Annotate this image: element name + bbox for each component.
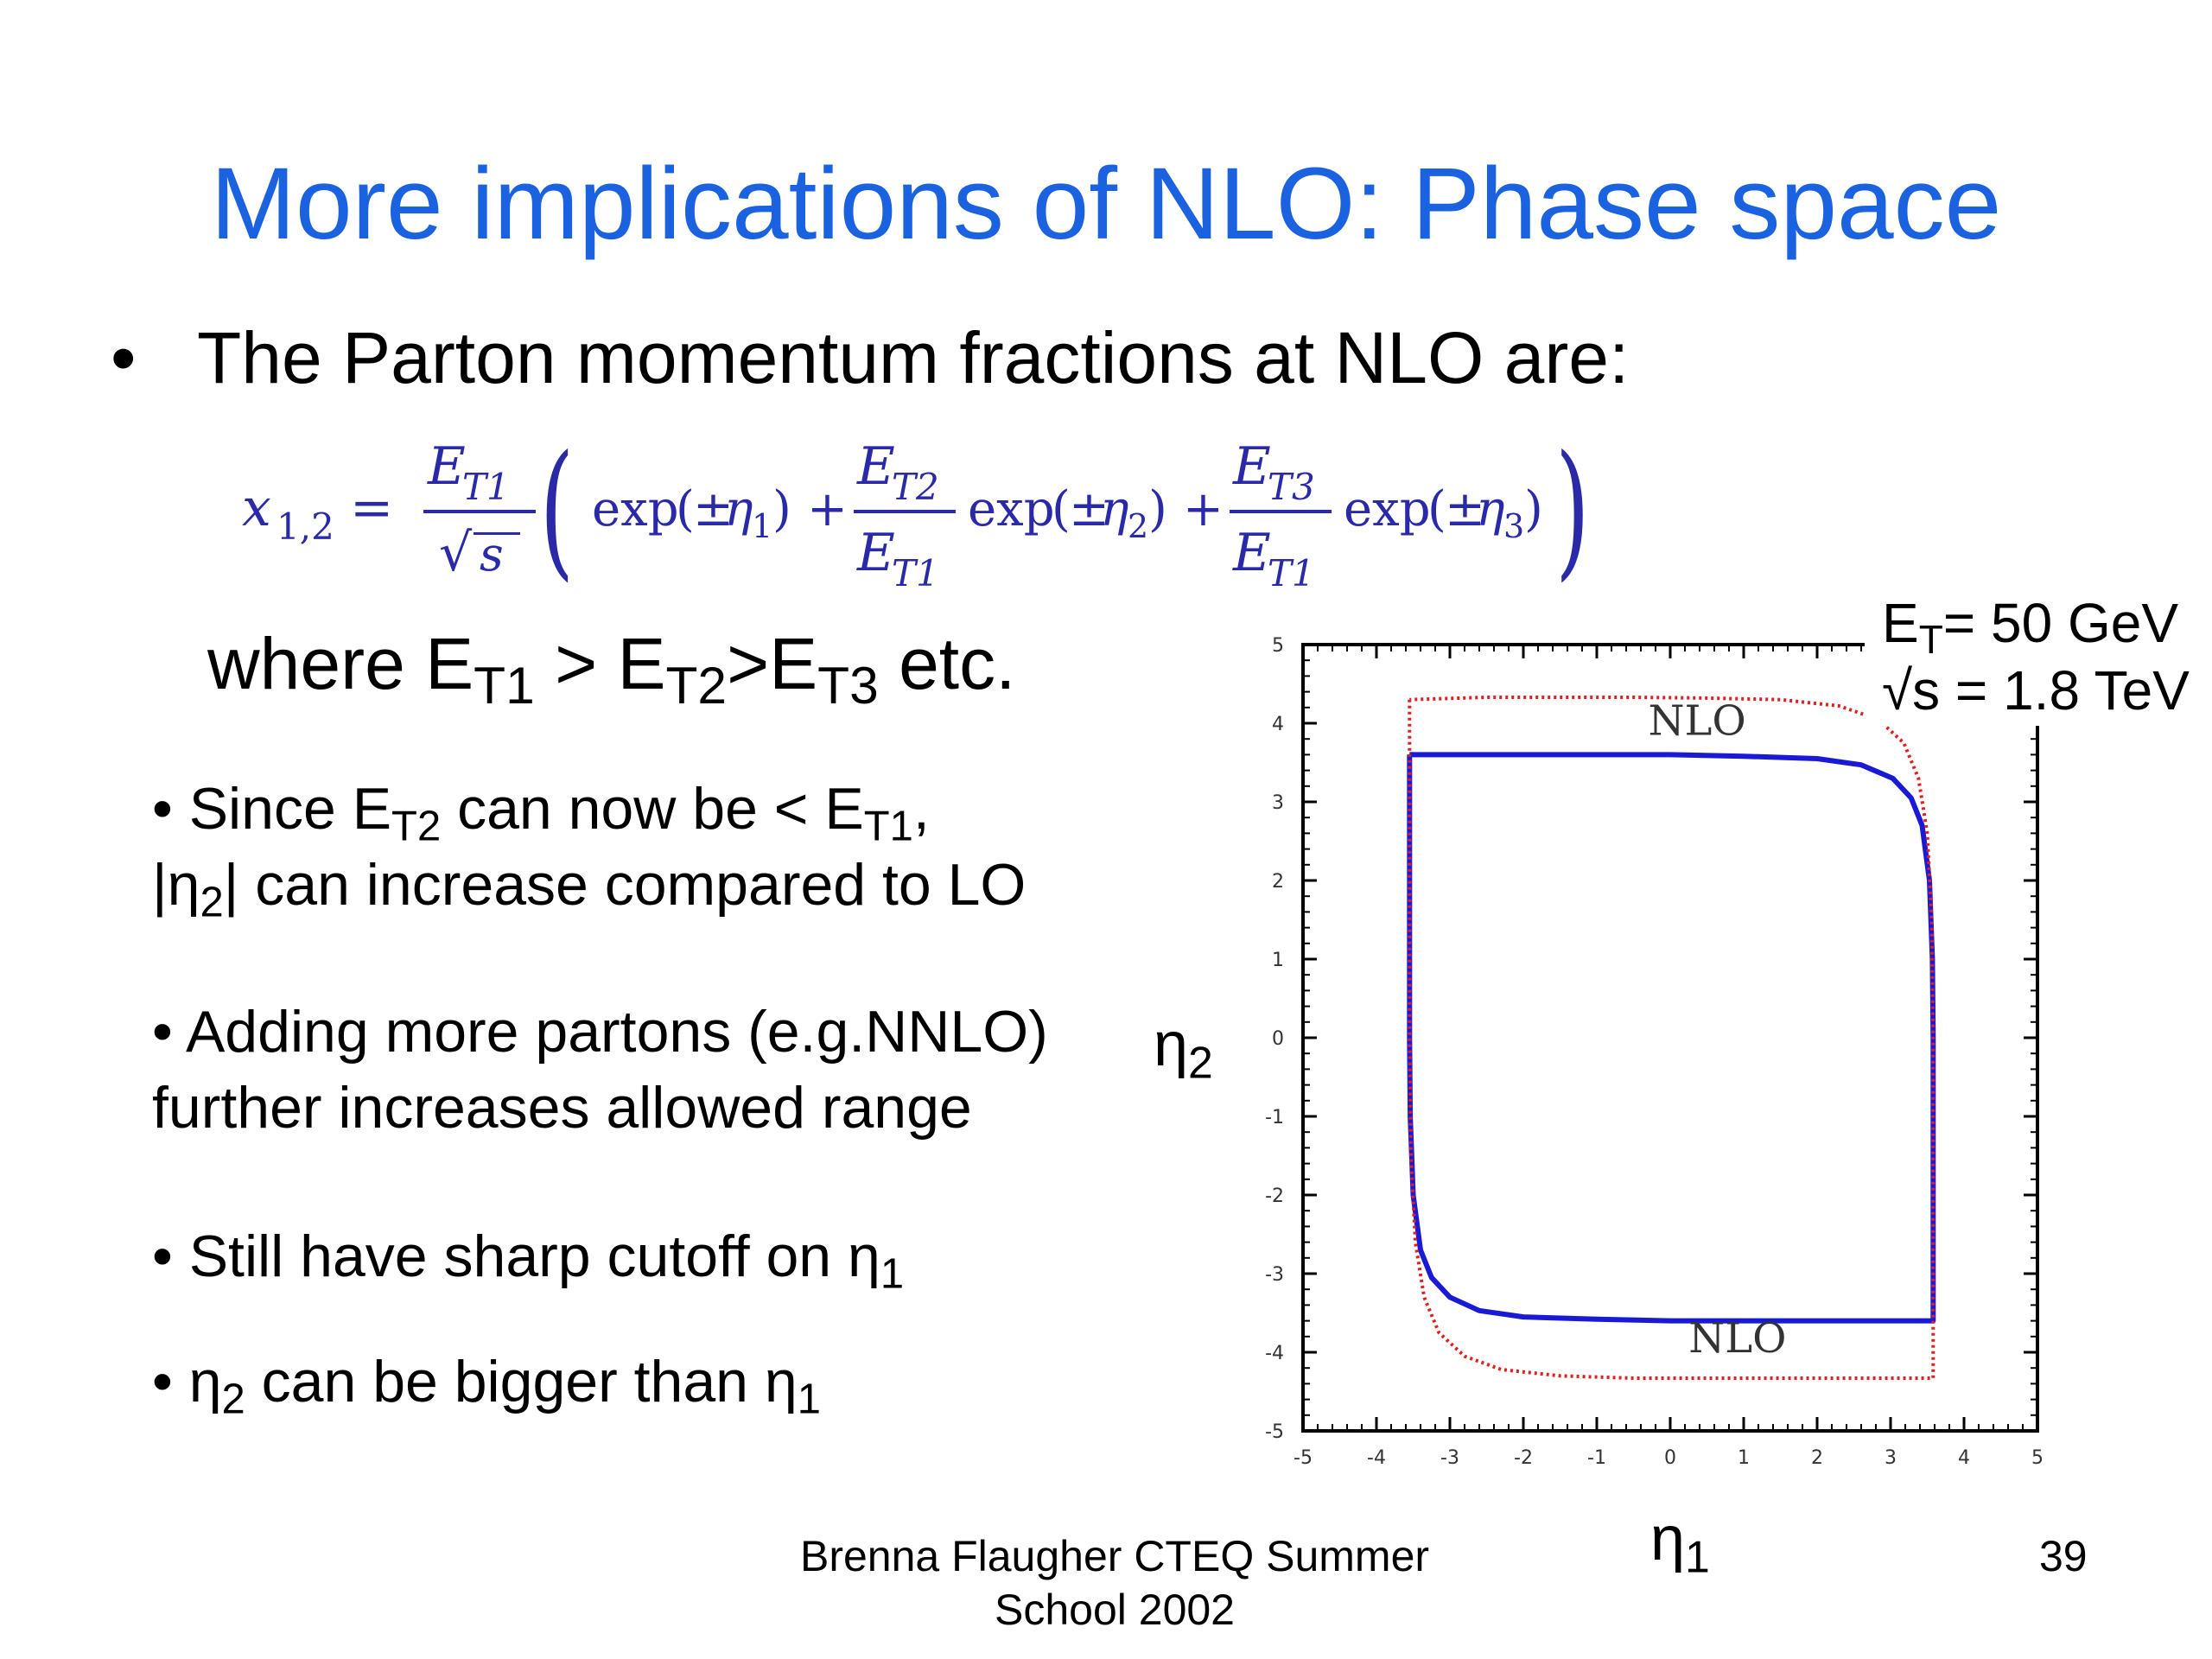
plot-frame xyxy=(1301,643,2039,1433)
x-tick-label: 4 xyxy=(1958,1447,1970,1469)
slide-title: More implications of NLO: Phase space xyxy=(210,147,2002,261)
y-tick-label: -2 xyxy=(1265,1185,1284,1207)
footer-credit: Brenna Flaugher CTEQ Summer School 2002 xyxy=(799,1532,1430,1634)
formula-sqrt-s: s xyxy=(480,527,504,582)
svg-text:exp: exp xyxy=(592,481,679,537)
where-condition: where ET1 > ET2>ET3 etc. xyxy=(207,623,1016,715)
svg-text:exp: exp xyxy=(968,481,1055,537)
y-tick-label: -5 xyxy=(1265,1421,1284,1443)
svg-text:2: 2 xyxy=(1128,507,1148,545)
bullet-adding-partons: • Adding more partons (e.g.NNLO) further… xyxy=(152,999,1048,1141)
formula-lhs-sub: 1,2 xyxy=(276,505,334,548)
svg-text:): ) xyxy=(1148,481,1167,537)
y-tick-label: 3 xyxy=(1272,792,1284,814)
bullet-eta2-bigger: • η2 can be bigger than η1 xyxy=(152,1349,821,1423)
svg-text:E: E xyxy=(856,436,895,497)
series-layer xyxy=(1407,696,1936,1380)
svg-text:): ) xyxy=(1524,481,1543,537)
bullet-sharp-cutoff: • Still have sharp cutoff on η1 xyxy=(152,1224,905,1298)
formula-et1-num: E xyxy=(427,436,466,497)
svg-text:T1: T1 xyxy=(462,466,510,508)
svg-text:3: 3 xyxy=(1503,507,1524,545)
svg-text:(: ( xyxy=(1052,481,1071,537)
x-tick-label: -4 xyxy=(1367,1447,1386,1469)
x-tick-label: -5 xyxy=(1294,1447,1313,1469)
svg-text:=: = xyxy=(350,478,393,538)
svg-text:±: ± xyxy=(693,481,734,537)
phase-space-chart: -5 -5 -4 -4 -3 -3 -2 -2 -1 -1 0 0 1 1 2 2 3 3 4 4 5 5 NLO NLO xyxy=(1265,605,2158,1469)
svg-text:(: ( xyxy=(1427,481,1446,537)
y-tick-label: -3 xyxy=(1265,1264,1284,1286)
energy-annotation: ET= 50 GeV √s = 1.8 TeV xyxy=(1882,592,2190,721)
y-tick-label: 2 xyxy=(1272,871,1284,893)
y-tick-label: 1 xyxy=(1272,950,1284,971)
nlo-label-bottom: NLO xyxy=(1688,1314,1786,1363)
x-tick-label: 5 xyxy=(2031,1447,2044,1469)
svg-text:1: 1 xyxy=(752,507,772,545)
svg-text:E: E xyxy=(1232,523,1271,583)
x-tick-label: 1 xyxy=(1738,1447,1750,1469)
svg-text:η: η xyxy=(1476,481,1505,537)
svg-text:(: ( xyxy=(540,425,575,596)
lo-boundary-blue-solid xyxy=(1407,752,1936,1324)
bullet-since-et2: • Since ET2 can now be < ET1, |η2| can i… xyxy=(152,776,1027,926)
svg-text:√: √ xyxy=(439,523,473,583)
momentum-fraction-formula: x 1,2 = E T1 √ s ( exp ( ± η 1 ) + E T2 … xyxy=(242,425,1590,596)
formula-lhs: x xyxy=(242,478,271,538)
y-tick-label: 4 xyxy=(1272,714,1284,735)
nlo-boundary-red-dotted xyxy=(1408,696,1936,1380)
svg-text:T2: T2 xyxy=(892,466,939,508)
svg-text:±: ± xyxy=(1445,481,1485,537)
svg-text:+: + xyxy=(1183,481,1224,537)
page-number: 39 xyxy=(2039,1532,2088,1580)
y-tick-label: 0 xyxy=(1272,1028,1284,1050)
tick-layer: -5 -5 -4 -4 -3 -3 -2 -2 -1 -1 0 0 1 1 2 2 3 3 4 4 5 5 xyxy=(1265,635,2044,1469)
x-tick-label: -1 xyxy=(1587,1447,1606,1469)
svg-text:E: E xyxy=(856,523,895,583)
x-tick-label: 0 xyxy=(1664,1447,1676,1469)
svg-text:T1: T1 xyxy=(892,552,939,594)
y-tick-label: -4 xyxy=(1265,1343,1284,1364)
x-axis-label: η1 xyxy=(1650,1504,1710,1582)
x-tick-label: 3 xyxy=(1885,1447,1897,1469)
x-tick-label: -3 xyxy=(1440,1447,1459,1469)
bullet-marker: • xyxy=(111,317,137,398)
svg-text:exp: exp xyxy=(1344,481,1431,537)
x-tick-label: -2 xyxy=(1514,1447,1533,1469)
svg-text:T3: T3 xyxy=(1268,466,1315,508)
svg-text:+: + xyxy=(807,481,848,537)
formula-fraction-bar xyxy=(423,510,536,513)
svg-text:±: ± xyxy=(1069,481,1109,537)
y-tick-label: -1 xyxy=(1265,1107,1284,1128)
annotation-background xyxy=(1865,605,2158,726)
svg-text:T1: T1 xyxy=(1268,552,1315,594)
svg-text:): ) xyxy=(1555,425,1590,596)
main-bullet-text: The Parton momentum fractions at NLO are… xyxy=(197,317,1630,398)
y-axis-label: η2 xyxy=(1154,1010,1213,1088)
nlo-label-top: NLO xyxy=(1649,697,1746,746)
svg-text:η: η xyxy=(724,481,753,537)
svg-text:): ) xyxy=(772,481,791,537)
svg-text:η: η xyxy=(1100,481,1129,537)
svg-text:(: ( xyxy=(676,481,695,537)
y-tick-label: 5 xyxy=(1272,635,1284,657)
svg-text:E: E xyxy=(1232,436,1271,497)
x-tick-label: 2 xyxy=(1811,1447,1823,1469)
